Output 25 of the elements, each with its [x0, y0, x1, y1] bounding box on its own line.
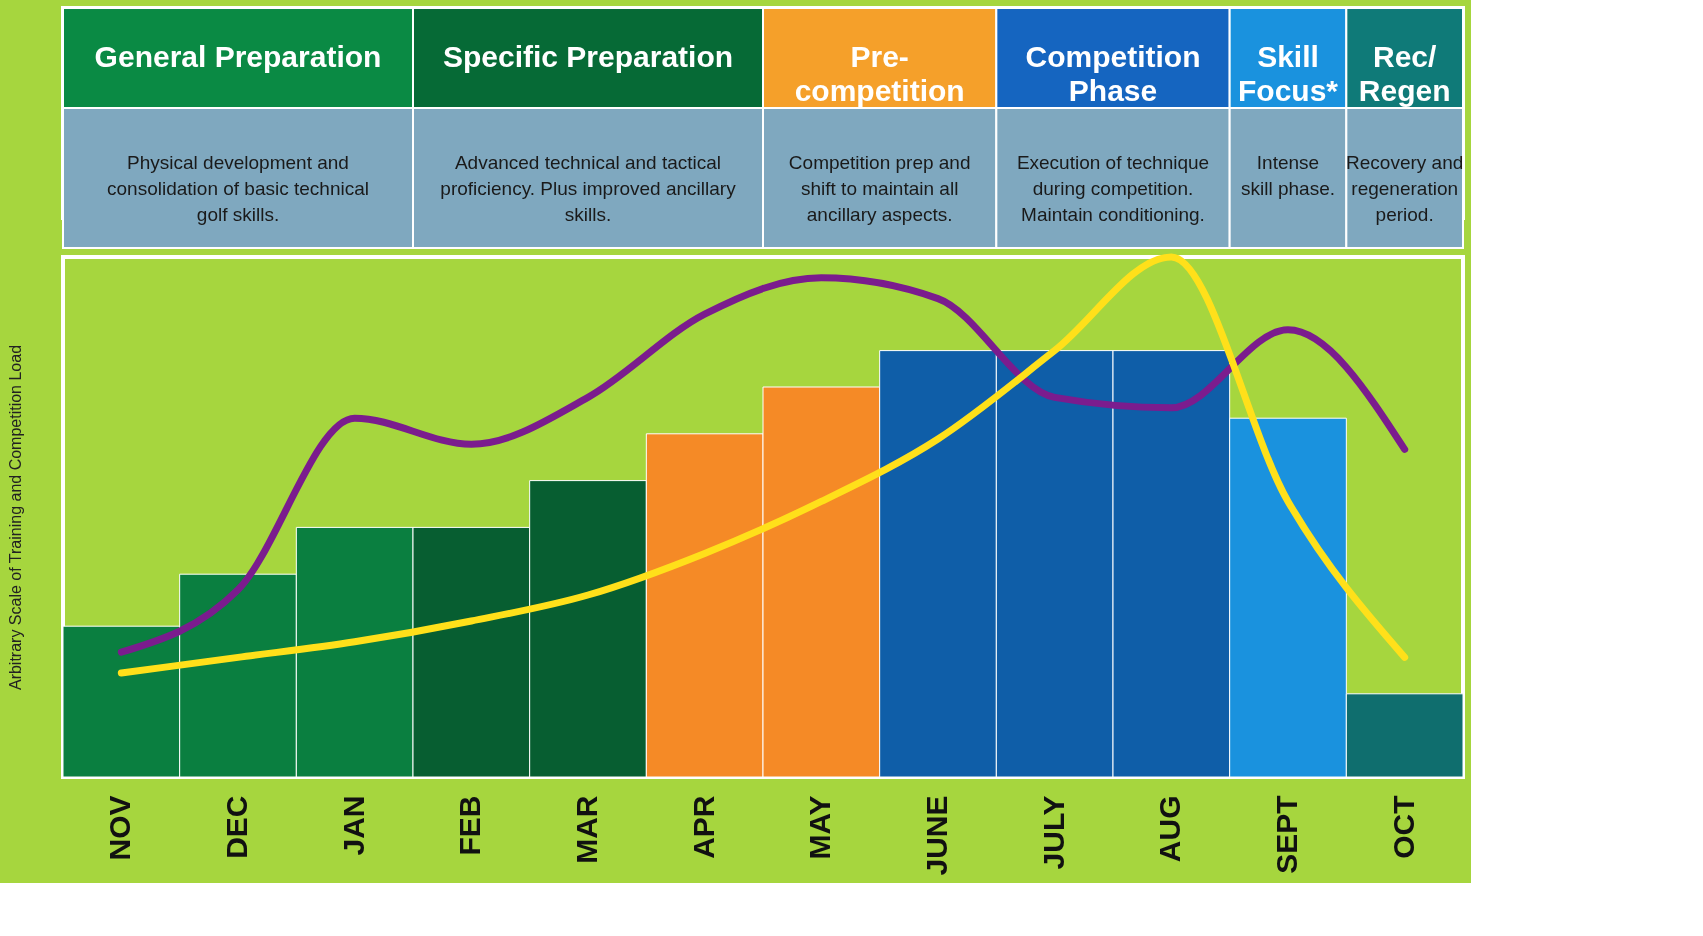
x-tick-label: SEPT: [1270, 795, 1303, 874]
text: Rec/ Regen: [1358, 40, 1451, 107]
text: Physical development and consolidation of basic technical golf skills.: [107, 152, 369, 225]
text: Specific Preparation: [442, 40, 734, 73]
x-tick-label: MAY: [803, 795, 837, 860]
text: Pre-competition: [794, 40, 965, 107]
x-tick-label: FEB: [453, 795, 487, 856]
text: Recovery and regeneration period.: [1346, 152, 1464, 225]
x-tick-label: NOV: [103, 795, 137, 861]
text: Competition Phase: [1025, 40, 1201, 107]
text: Competition prep and shift to maintain all ancillary aspects.: [788, 152, 971, 225]
x-tick-label: MAR: [570, 795, 603, 864]
text: General Preparation: [94, 40, 382, 73]
x-tick-label: APR: [686, 795, 720, 859]
y-axis-title: Arbitrary Scale of Training and Competition Load: [6, 344, 24, 691]
x-tick-label: OCT: [1386, 795, 1420, 859]
x-tick-label: DEC: [220, 795, 253, 859]
text: Advanced technical and tactical proficiency. Plus improved ancillary skills.: [440, 152, 737, 225]
text: Skill Focus*: [1237, 40, 1339, 107]
x-tick-label: JULY: [1036, 795, 1070, 870]
x-tick-label: JAN: [336, 795, 370, 856]
x-tick-label: AUG: [1153, 795, 1187, 863]
text: Intense skill phase.: [1241, 152, 1335, 199]
x-tick-label: JUNE: [920, 795, 953, 876]
text: Execution of technique during competition. Maintain conditioning.: [1016, 152, 1210, 225]
